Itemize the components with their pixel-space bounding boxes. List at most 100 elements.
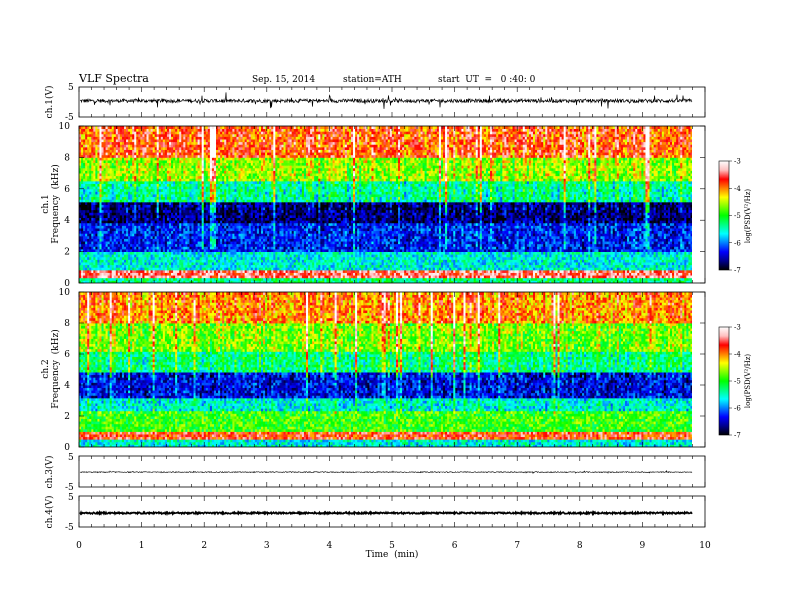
spectrogram-cell xyxy=(524,259,528,263)
spectrogram-cell xyxy=(121,254,125,258)
spectrogram-cell xyxy=(678,272,681,276)
spectrogram-cell xyxy=(649,264,652,268)
spectrogram-cell xyxy=(109,267,113,271)
spectrogram-cell xyxy=(490,267,493,271)
spectrogram-cell xyxy=(512,275,515,279)
spectrogram-cell xyxy=(475,246,479,250)
spectrogram-cell xyxy=(449,259,452,263)
spectrogram-cell xyxy=(485,243,489,247)
spectrogram-cell xyxy=(688,280,691,283)
spectrogram-cell xyxy=(602,269,605,273)
spectrogram-cell xyxy=(308,241,311,245)
spectrogram-cell xyxy=(494,269,497,273)
spectrogram-cell xyxy=(557,246,560,250)
spectrogram-cell xyxy=(140,256,143,260)
spectrogram-cell xyxy=(130,243,133,247)
spectrogram-cell xyxy=(686,254,689,258)
spectrogram-cell xyxy=(483,254,487,258)
spectrogram-cell xyxy=(676,264,679,268)
spectrogram-cell xyxy=(391,280,395,283)
spectrogram-cell xyxy=(316,262,319,266)
spectrogram-cell xyxy=(639,254,642,258)
spectrogram-cell xyxy=(195,238,198,242)
spectrogram-cell xyxy=(432,248,436,252)
spectrogram-cell xyxy=(465,262,468,266)
spectrogram-cell xyxy=(661,275,665,279)
spectrogram-cell xyxy=(506,254,509,258)
spectrogram-cell xyxy=(173,272,176,276)
spectrogram-cell xyxy=(471,246,475,250)
spectrogram-cell xyxy=(451,259,454,263)
spectrogram-cell xyxy=(406,280,409,283)
spectrogram-cell xyxy=(400,254,403,258)
spectrogram-cell xyxy=(688,264,691,268)
spectrogram-cell xyxy=(216,264,219,268)
spectrogram-cell xyxy=(111,272,115,276)
spectrogram-cell xyxy=(228,262,231,266)
spectrogram-cell xyxy=(273,262,276,266)
spectrogram-cell xyxy=(481,246,485,250)
spectrogram-cell xyxy=(627,241,630,245)
spectrogram-cell xyxy=(512,277,515,281)
spectrogram-cell xyxy=(277,248,280,252)
spectrogram-cell xyxy=(414,277,417,281)
spectrogram-cell xyxy=(381,241,385,245)
spectrogram-cell xyxy=(171,269,174,273)
spectrogram-cell xyxy=(563,272,567,276)
spectrogram-cell xyxy=(490,275,493,279)
spectrogram-cell xyxy=(598,277,601,281)
spectrogram-cell xyxy=(512,251,515,255)
spectrogram-cell xyxy=(265,269,268,273)
spectrogram-cell xyxy=(596,264,599,268)
spectrogram-cell xyxy=(79,259,82,263)
spectrogram-cell xyxy=(342,262,346,266)
spectrogram-cell xyxy=(205,254,209,258)
spectrogram-cell xyxy=(434,259,438,263)
spectrogram-cell xyxy=(633,280,636,283)
spectrogram-cell xyxy=(97,277,100,281)
spectrogram-cell xyxy=(248,248,252,252)
spectrogram-cell xyxy=(604,251,607,255)
spectrogram-cell xyxy=(220,280,223,283)
spectrogram-cell xyxy=(361,246,364,250)
spectrogram-cell xyxy=(150,243,154,247)
spectrogram-cell xyxy=(385,251,389,255)
spectrogram-cell xyxy=(115,254,119,258)
spectrogram-cell xyxy=(408,248,411,252)
spectrogram-cell xyxy=(424,256,428,260)
spectrogram-cell xyxy=(453,275,456,279)
spectrogram-cell xyxy=(471,256,475,260)
spectrogram-cell xyxy=(416,269,419,273)
spectrogram-cell xyxy=(643,246,646,250)
spectrogram-cell xyxy=(428,277,432,281)
spectrogram-cell xyxy=(334,277,338,281)
spectrogram-cell xyxy=(535,241,538,245)
spectrogram-cell xyxy=(479,256,483,260)
spectrogram-cell xyxy=(185,254,188,258)
spectrogram-cell xyxy=(436,280,440,283)
spectrogram-cell xyxy=(573,275,577,279)
spectrogram-cell xyxy=(168,254,172,258)
spectrogram-cell xyxy=(142,259,145,263)
spectrogram-cell xyxy=(674,246,677,250)
spectrogram-cell xyxy=(236,256,239,260)
spectrogram-cell xyxy=(635,267,638,271)
spectrogram-cell xyxy=(310,259,313,263)
spectrogram-cell xyxy=(365,277,368,281)
spectrogram-cell xyxy=(275,246,278,250)
spectrogram-cell xyxy=(649,280,652,283)
spectrogram-cell xyxy=(408,254,411,258)
spectrogram-cell xyxy=(256,248,260,252)
spectrogram-cell xyxy=(590,264,593,268)
spectrogram-cell xyxy=(312,243,315,247)
spectrogram-cell xyxy=(633,259,636,263)
spectrogram-cell xyxy=(140,243,143,247)
spectrogram-cell xyxy=(316,259,319,263)
spectrogram-cell xyxy=(420,264,423,268)
spectrogram-cell xyxy=(641,269,644,273)
spectrogram-cell xyxy=(79,248,82,252)
spectrogram-cell xyxy=(328,264,331,268)
spectrogram-cell xyxy=(465,254,468,258)
spectrogram-cell xyxy=(492,277,495,281)
spectrogram-cell xyxy=(567,248,571,252)
